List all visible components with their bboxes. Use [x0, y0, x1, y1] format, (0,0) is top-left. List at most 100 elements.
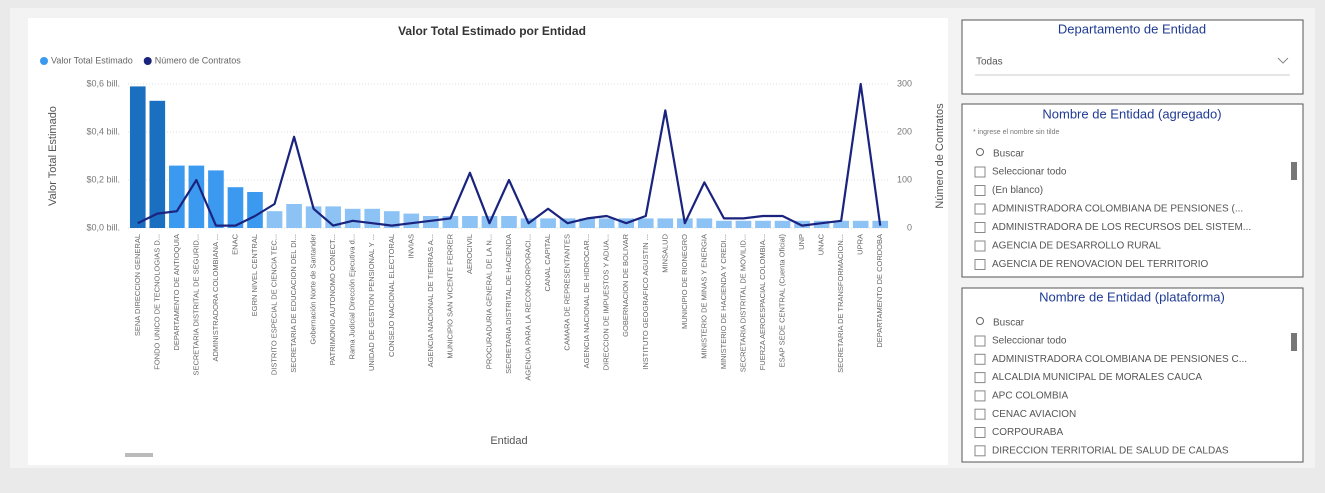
x-tick-label: DEPARTAMENTO DE ANTIOQUIA — [172, 234, 181, 351]
checkbox[interactable] — [974, 240, 986, 252]
x-tick-label: CAMARA DE REPRESENTANTES — [563, 234, 572, 351]
slicer-item[interactable]: AGENCIA DE RENOVACION DEL TERRITORIO — [992, 259, 1209, 270]
bar — [852, 220, 869, 228]
bar — [247, 192, 263, 228]
bar — [364, 208, 381, 228]
slicer-item[interactable]: AGENCIA DE DESARROLLO RURAL — [992, 241, 1161, 252]
slicer-item[interactable]: Seleccionar todo — [992, 336, 1067, 347]
checkbox[interactable] — [974, 445, 986, 457]
checkbox[interactable] — [974, 259, 986, 270]
bar — [501, 216, 517, 228]
y-tick-label: $0,4 bill. — [86, 126, 120, 136]
x-tick-label: AGENCIA NACIONAL DE TIERRAS A... — [426, 234, 435, 367]
bar — [774, 220, 791, 228]
bar — [696, 218, 713, 228]
x-tick-label: SECRETARIA DISTRITAL DE MOVILID... — [738, 234, 747, 372]
x-tick-label: SECRETARIA DISTRITAL DE HACIENDA — [504, 234, 513, 374]
bar — [833, 220, 849, 228]
bar — [657, 218, 674, 228]
bar — [423, 216, 439, 228]
legend-label: Número de Contratos — [155, 55, 242, 65]
x-tick-label: INVIAS — [406, 234, 415, 259]
x-tick-label: MINISTERIO DE MINAS Y ENERGIA — [699, 234, 708, 359]
checkbox[interactable] — [974, 390, 986, 402]
legend-marker — [143, 57, 152, 65]
scrollbar[interactable] — [1291, 162, 1297, 180]
slicer-hint: * ingrese el nombre sin tilde — [973, 129, 1059, 136]
scrollbar[interactable] — [1291, 333, 1297, 351]
bar — [735, 220, 752, 228]
bar — [266, 211, 283, 228]
y2-tick-label: 100 — [897, 174, 912, 184]
x-tick-label: MINISTERIO DE HACIENDA Y CREDI... — [719, 234, 728, 369]
bar — [637, 218, 654, 228]
search-icon — [976, 148, 984, 156]
x-tick-label: UNIDAD DE GESTION PENSIONAL Y ... — [367, 234, 376, 371]
slicer-title: Nombre de Entidad (agregado) — [1042, 106, 1221, 121]
checkbox[interactable] — [974, 353, 986, 365]
bar — [755, 220, 771, 228]
x-tick-label: SECRETARIA DISTRITAL DE SEGURID... — [191, 234, 200, 376]
x-tick-label: AGENCIA PARA LA RECONCORPORACI... — [524, 234, 533, 381]
x-tick-label: MINSALUD — [660, 233, 669, 272]
slicer-item[interactable]: CORPOURABA — [992, 427, 1063, 438]
slicer-title: Departamento de Entidad — [1058, 21, 1206, 36]
x-tick-label: FUERZA AEROESPACIAL COLOMBIA... — [758, 234, 767, 370]
y2-tick-label: 0 — [907, 222, 912, 232]
checkbox[interactable] — [974, 427, 986, 438]
checkbox[interactable] — [974, 408, 986, 420]
x-tick-label: CONSEJO NACIONAL ELECTORAL — [387, 234, 396, 357]
checkbox[interactable] — [974, 203, 986, 215]
slicer-item[interactable]: CENAC AVIACION — [992, 409, 1076, 420]
x-tick-label: FONDO UNICO DE TECNOLOGIAS D... — [152, 234, 161, 370]
y-tick-label: $0,2 bill. — [86, 174, 120, 184]
y2-tick-label: 300 — [897, 78, 912, 88]
slicer-item[interactable]: ALCALDIA MUNICIPAL DE MORALES CAUCA — [992, 372, 1202, 383]
bar — [383, 211, 400, 228]
slicer-item[interactable]: ADMINISTRADORA COLOMBIANA DE PENSIONES (… — [992, 204, 1243, 215]
bar — [149, 100, 166, 228]
y-tick-label: $0,6 bill. — [86, 78, 120, 88]
search-box[interactable]: Buscar — [993, 318, 1025, 329]
slicer-item[interactable]: ADMINISTRADORA DE LOS RECURSOS DEL SISTE… — [992, 222, 1251, 233]
checkbox[interactable] — [974, 166, 986, 178]
bar — [579, 218, 595, 228]
x-tick-label: Gobernación Norte de Santander — [309, 234, 318, 345]
x-tick-label: PATRIMONIO AUTONOMO CONECT... — [328, 234, 337, 365]
x-tick-label: UPRA — [856, 234, 865, 255]
x-tick-label: SECRETARIA DE EDUCACION DEL DI... — [289, 234, 298, 373]
bar — [540, 218, 556, 228]
x-tick-label: DISTRITO ESPECIAL DE CIENCIA TEC... — [270, 234, 279, 375]
search-box[interactable]: Buscar — [993, 149, 1025, 160]
x-tick-label: EGRN NIVEL CENTRAL — [250, 234, 259, 316]
slicer-item[interactable]: APC COLOMBIA — [992, 391, 1068, 402]
x-tick-label: UNP — [797, 234, 806, 250]
y-tick-label: $0,0 bill. — [86, 222, 120, 232]
slicer-item[interactable]: Seleccionar todo — [992, 167, 1067, 178]
slicer-box — [961, 19, 1304, 95]
bar — [188, 165, 205, 228]
checkbox[interactable] — [974, 222, 986, 233]
x-tick-label: ESAP SEDE CENTRAL (Cuenta Oficial) — [778, 234, 787, 368]
checkbox[interactable] — [974, 372, 986, 384]
dropdown-value[interactable]: Todas — [976, 57, 1003, 68]
bar — [286, 204, 302, 228]
chart-title: Valor Total Estimado por Entidad — [398, 24, 586, 38]
slicer-item[interactable]: (En blanco) — [992, 185, 1043, 196]
scrollbar[interactable] — [125, 453, 153, 457]
legend-marker — [40, 57, 48, 65]
checkbox[interactable] — [974, 185, 986, 196]
slicer-item[interactable]: ADMINISTRADORA COLOMBIANA DE PENSIONES C… — [992, 354, 1247, 365]
dropdown-arrow[interactable] — [1277, 57, 1289, 64]
x-tick-label: MUNICIPIO DE RIONEGRO — [680, 234, 689, 329]
legend-label: Valor Total Estimado — [51, 55, 133, 65]
slicer-box — [961, 287, 1304, 463]
slicer-item[interactable]: DIRECCION TERRITORIAL DE SALUD DE CALDAS — [992, 445, 1229, 456]
bar — [169, 165, 185, 228]
bar — [403, 213, 420, 228]
checkbox[interactable] — [974, 335, 986, 347]
bar — [598, 218, 615, 228]
x-tick-label: CANAL CAPITAL — [543, 234, 552, 292]
x-tick-label: PROCURADURIA GENERAL DE LA N... — [484, 234, 493, 369]
